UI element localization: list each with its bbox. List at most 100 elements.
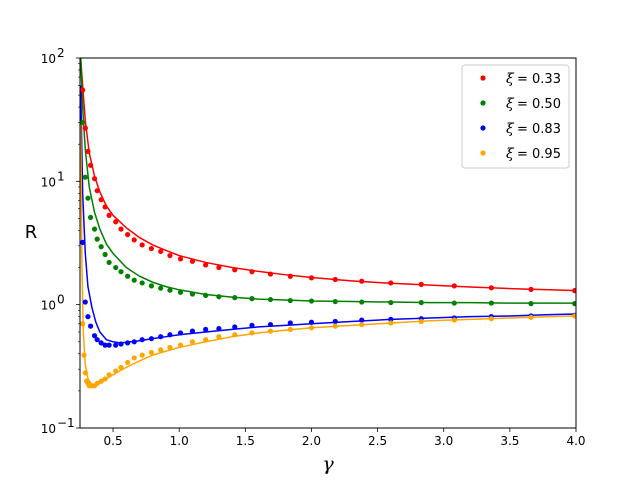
legend-symbol-1: ξ	[506, 96, 515, 112]
data-point-2-15	[158, 334, 164, 340]
data-point-2-7	[102, 342, 108, 348]
data-point-3-17	[148, 349, 155, 356]
data-point-3-18	[158, 347, 164, 353]
data-point-1-6	[98, 244, 104, 250]
data-point-2-3	[87, 323, 94, 329]
data-point-3-21	[189, 339, 196, 345]
data-point-1-31	[488, 300, 494, 306]
legend-symbol-3: ξ	[506, 146, 515, 162]
data-point-0-22	[249, 269, 255, 275]
data-point-2-22	[249, 322, 255, 328]
data-point-1-2	[85, 195, 91, 201]
data-point-3-28	[308, 325, 315, 331]
plot-area	[79, 57, 577, 429]
data-point-0-5	[94, 188, 100, 194]
data-point-2-25	[308, 319, 315, 325]
data-point-1-8	[106, 259, 112, 266]
data-point-0-26	[332, 276, 338, 283]
legend-symbol-0: ξ	[506, 71, 515, 87]
legend-marker-1	[480, 100, 486, 106]
data-point-1-3	[87, 214, 94, 220]
data-point-3-34	[488, 316, 494, 322]
data-point-3-22	[203, 337, 209, 343]
legend-value-0: = 0.33	[517, 72, 561, 87]
y-tick-label: 10	[41, 52, 56, 66]
x-tick-label: 1.0	[170, 434, 189, 448]
legend-value-2: = 0.83	[517, 122, 561, 137]
data-point-2-19	[203, 326, 209, 333]
data-point-1-21	[232, 295, 238, 301]
data-point-3-13	[118, 364, 124, 370]
legend-value-3: = 0.95	[517, 147, 561, 162]
data-point-2-0	[80, 239, 86, 245]
data-point-1-22	[249, 296, 255, 302]
data-point-2-4	[91, 333, 98, 339]
data-point-0-23	[267, 271, 274, 277]
data-point-1-33	[572, 301, 576, 307]
fit-line-1	[80, 58, 576, 304]
scatter-points	[80, 87, 576, 389]
x-tick-label: 0.5	[104, 434, 123, 448]
data-point-0-1	[82, 125, 88, 131]
data-point-1-5	[94, 236, 100, 242]
data-point-0-30	[451, 283, 457, 289]
data-point-2-26	[332, 318, 338, 325]
data-point-1-0	[80, 119, 86, 126]
plot-frame	[79, 57, 577, 429]
x-tick-label: 2.0	[302, 434, 321, 448]
data-point-0-11	[125, 231, 131, 238]
data-point-1-7	[102, 251, 108, 258]
y-tick-label-exponent: −1	[57, 416, 75, 430]
data-point-0-2	[85, 148, 91, 154]
data-point-3-36	[572, 313, 576, 319]
data-point-2-28	[388, 316, 394, 322]
data-point-2-18	[189, 328, 196, 334]
data-point-0-29	[418, 281, 424, 287]
data-point-2-24	[287, 320, 293, 326]
x-tick-label: 2.5	[368, 434, 387, 448]
data-point-3-8	[94, 380, 100, 386]
data-point-0-8	[106, 212, 112, 218]
data-point-1-17	[177, 289, 184, 295]
data-point-1-32	[528, 301, 534, 307]
x-tick-label: 3.5	[500, 434, 519, 448]
data-point-3-32	[418, 318, 424, 325]
data-point-1-29	[418, 299, 424, 306]
data-point-0-31	[488, 285, 494, 291]
legend: ξ = 0.33ξ = 0.50ξ = 0.83ξ = 0.95	[461, 64, 570, 169]
data-point-3-30	[359, 321, 365, 328]
data-point-1-20	[216, 294, 222, 300]
legend-symbol-2: ξ	[506, 121, 515, 137]
data-point-0-33	[572, 288, 576, 294]
data-point-3-14	[125, 359, 131, 366]
y-tick-label: 10	[41, 175, 56, 189]
data-point-0-32	[528, 286, 534, 292]
data-point-1-24	[287, 297, 293, 304]
data-point-3-24	[232, 332, 238, 338]
data-point-2-14	[148, 336, 155, 342]
x-axis-label: γ	[322, 453, 334, 475]
data-point-0-0	[80, 87, 86, 93]
x-axis: 0.5 1.0 1.5 2.0 2.5 3.0 3.5 4.0	[104, 428, 586, 448]
data-point-2-21	[232, 324, 238, 330]
data-point-2-5	[94, 337, 100, 343]
data-point-1-12	[131, 277, 137, 283]
y-tick-label-exponent: 2	[57, 46, 65, 60]
data-point-1-26	[332, 298, 338, 305]
legend-marker-3	[480, 150, 486, 156]
data-point-0-21	[232, 267, 238, 273]
data-point-2-23	[267, 321, 274, 328]
data-point-3-9	[98, 378, 104, 384]
y-tick-label: 10	[41, 422, 56, 436]
data-point-3-2	[82, 370, 88, 376]
data-point-1-18	[189, 291, 196, 297]
data-point-0-10	[118, 226, 124, 232]
data-point-1-25	[308, 298, 315, 304]
data-point-1-19	[203, 292, 209, 298]
data-point-3-11	[106, 372, 112, 378]
data-point-1-28	[388, 299, 394, 306]
data-point-3-16	[139, 352, 145, 358]
data-point-0-7	[102, 204, 108, 210]
data-point-3-1	[81, 352, 87, 358]
